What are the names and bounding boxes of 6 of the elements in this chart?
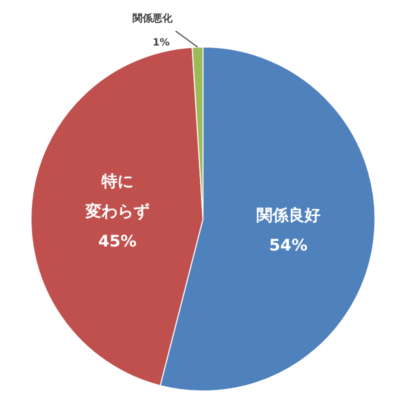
data-label: 1% [152,38,170,49]
data-label: 54% [269,235,308,254]
slice-label: 関係良好 [256,205,320,224]
slice-label: 関係悪化 [132,12,174,25]
data-label: 45% [98,231,137,250]
slice-label: 特に変わらず [84,171,150,220]
